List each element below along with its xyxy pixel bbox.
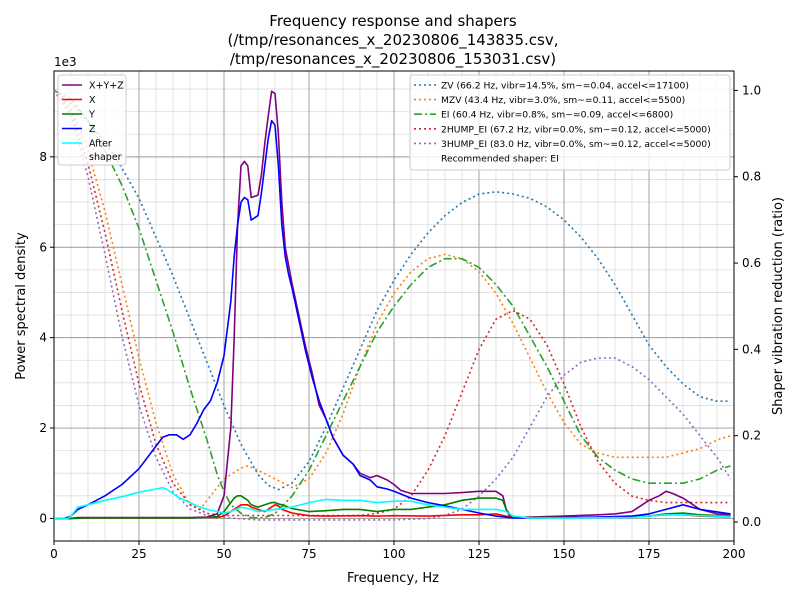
psd-legend-label: X: [89, 95, 96, 106]
shaper-legend-label: EI (60.4 Hz, vibr=0.8%, sm~=0.09, accel<…: [441, 110, 673, 121]
shaper-legend-label: MZV (43.4 Hz, vibr=3.0%, sm~=0.11, accel…: [441, 95, 685, 106]
y-right-tick-label: 0.0: [742, 515, 761, 529]
chart-title-line-1: Frequency response and shapers: [269, 12, 517, 30]
psd-legend: X+Y+Z XYZ After shaper: [57, 74, 127, 166]
y-offset-label: 1e3: [54, 55, 77, 69]
y-tick-label: 8: [39, 150, 47, 164]
x-tick-label: 0: [50, 547, 58, 561]
shaper-legend: ZV (66.2 Hz, vibr=14.5%, sm~=0.04, accel…: [409, 74, 731, 171]
shaper-line-3: [53, 89, 731, 517]
psd-curves: [54, 90, 731, 520]
x-tick-label: 100: [383, 547, 406, 561]
psd-line-4: [54, 486, 731, 520]
y-tick-label: 4: [39, 331, 47, 345]
chart-title-line-2: (/tmp/resonances_x_20230806_143835.csv,: [228, 31, 559, 50]
recommended-shaper-annotation: Recommended shaper: EI: [441, 154, 559, 165]
psd-legend-label: X+Y+Z: [89, 81, 124, 92]
chart-title-line-3: /tmp/resonances_x_20230806_153031.csv): [230, 50, 556, 69]
x-tick-label: 25: [131, 547, 146, 561]
psd-legend-label: shaper: [89, 152, 122, 163]
shaper-curves: [53, 89, 732, 521]
y-tick-label: 0: [39, 511, 47, 525]
shaper-line-2: [53, 89, 731, 519]
x-axis-ticks: 0 25 50 75 100 125 150 175 200: [50, 541, 745, 561]
x-tick-label: 200: [723, 547, 746, 561]
x-axis-label: Frequency, Hz: [347, 571, 439, 586]
x-tick-label: 175: [638, 547, 661, 561]
shaper-legend-label: ZV (66.2 Hz, vibr=14.5%, sm~=0.04, accel…: [441, 81, 689, 92]
y-axis-ticks: 0 2 4 6 8: [39, 150, 54, 525]
psd-legend-label: After: [89, 139, 112, 150]
psd-legend-label: Y: [88, 110, 95, 121]
psd-legend-label: Z: [89, 124, 96, 135]
shaper-line-0: [53, 89, 731, 491]
y-axis-right-ticks: 0.0 0.2 0.4 0.6 0.8 1.0: [734, 83, 761, 529]
y-axis-label: Power spectral density: [14, 232, 29, 380]
y-right-tick-label: 1.0: [742, 83, 761, 97]
y-right-tick-label: 0.6: [742, 256, 761, 270]
y-right-tick-label: 0.2: [742, 429, 761, 443]
shaper-legend-label: 2HUMP_EI (67.2 Hz, vibr=0.0%, sm~=0.12, …: [441, 124, 711, 135]
y-axis-right-label: Shaper vibration reduction (ratio): [771, 197, 786, 415]
y-right-tick-label: 0.8: [742, 170, 761, 184]
y-tick-label: 2: [39, 421, 47, 435]
x-tick-label: 50: [216, 547, 231, 561]
shaper-legend-box: [409, 74, 731, 171]
shaper-legend-label: 3HUMP_EI (83.0 Hz, vibr=0.0%, sm~=0.12, …: [441, 139, 711, 150]
x-tick-label: 150: [553, 547, 576, 561]
y-right-tick-label: 0.4: [742, 342, 761, 356]
x-tick-label: 125: [468, 547, 491, 561]
y-tick-label: 6: [39, 240, 47, 254]
psd-line-3: [54, 119, 731, 520]
x-tick-label: 75: [301, 547, 316, 561]
shaper-line-1: [53, 89, 731, 511]
